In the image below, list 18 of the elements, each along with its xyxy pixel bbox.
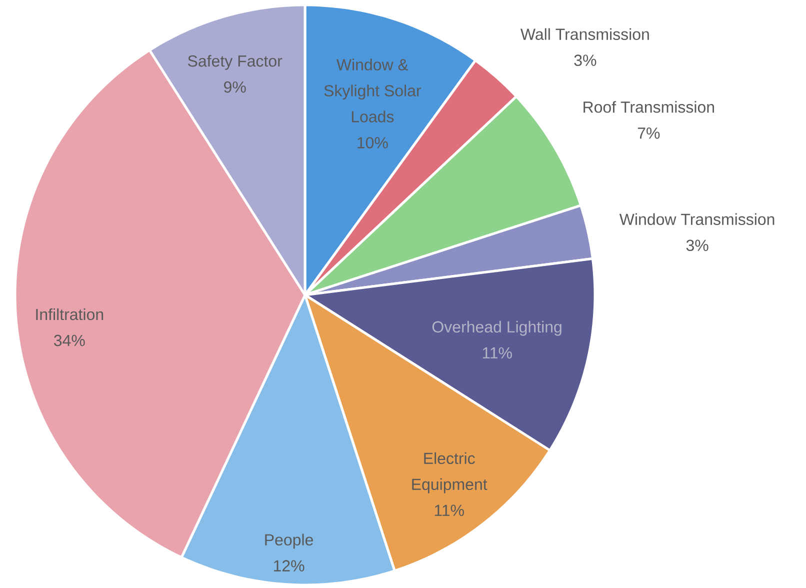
slice-label: People <box>265 534 313 549</box>
slice-label: Window Transmission <box>619 213 774 226</box>
data-label: 3% <box>574 54 596 66</box>
slice-label: Overhead Lighting <box>432 320 562 336</box>
data-label: 7% <box>638 128 660 139</box>
data-label: 10% <box>358 137 388 148</box>
data-label: 12% <box>274 560 304 572</box>
slice-label: Window & Skylight Solar Loads <box>324 58 422 122</box>
data-label: 11% <box>482 347 512 359</box>
slice-label: Safety Factor <box>188 54 282 70</box>
slice-label: Infiltration <box>36 308 104 320</box>
slice-label: Wall Transmission <box>520 28 649 40</box>
slice-label: Electric Equipment <box>412 452 488 494</box>
data-label: 11% <box>434 504 464 516</box>
data-label: 3% <box>686 240 708 252</box>
data-label: 9% <box>224 81 246 93</box>
data-label: 34% <box>54 334 85 346</box>
slice-label: Roof Transmission <box>584 101 714 113</box>
